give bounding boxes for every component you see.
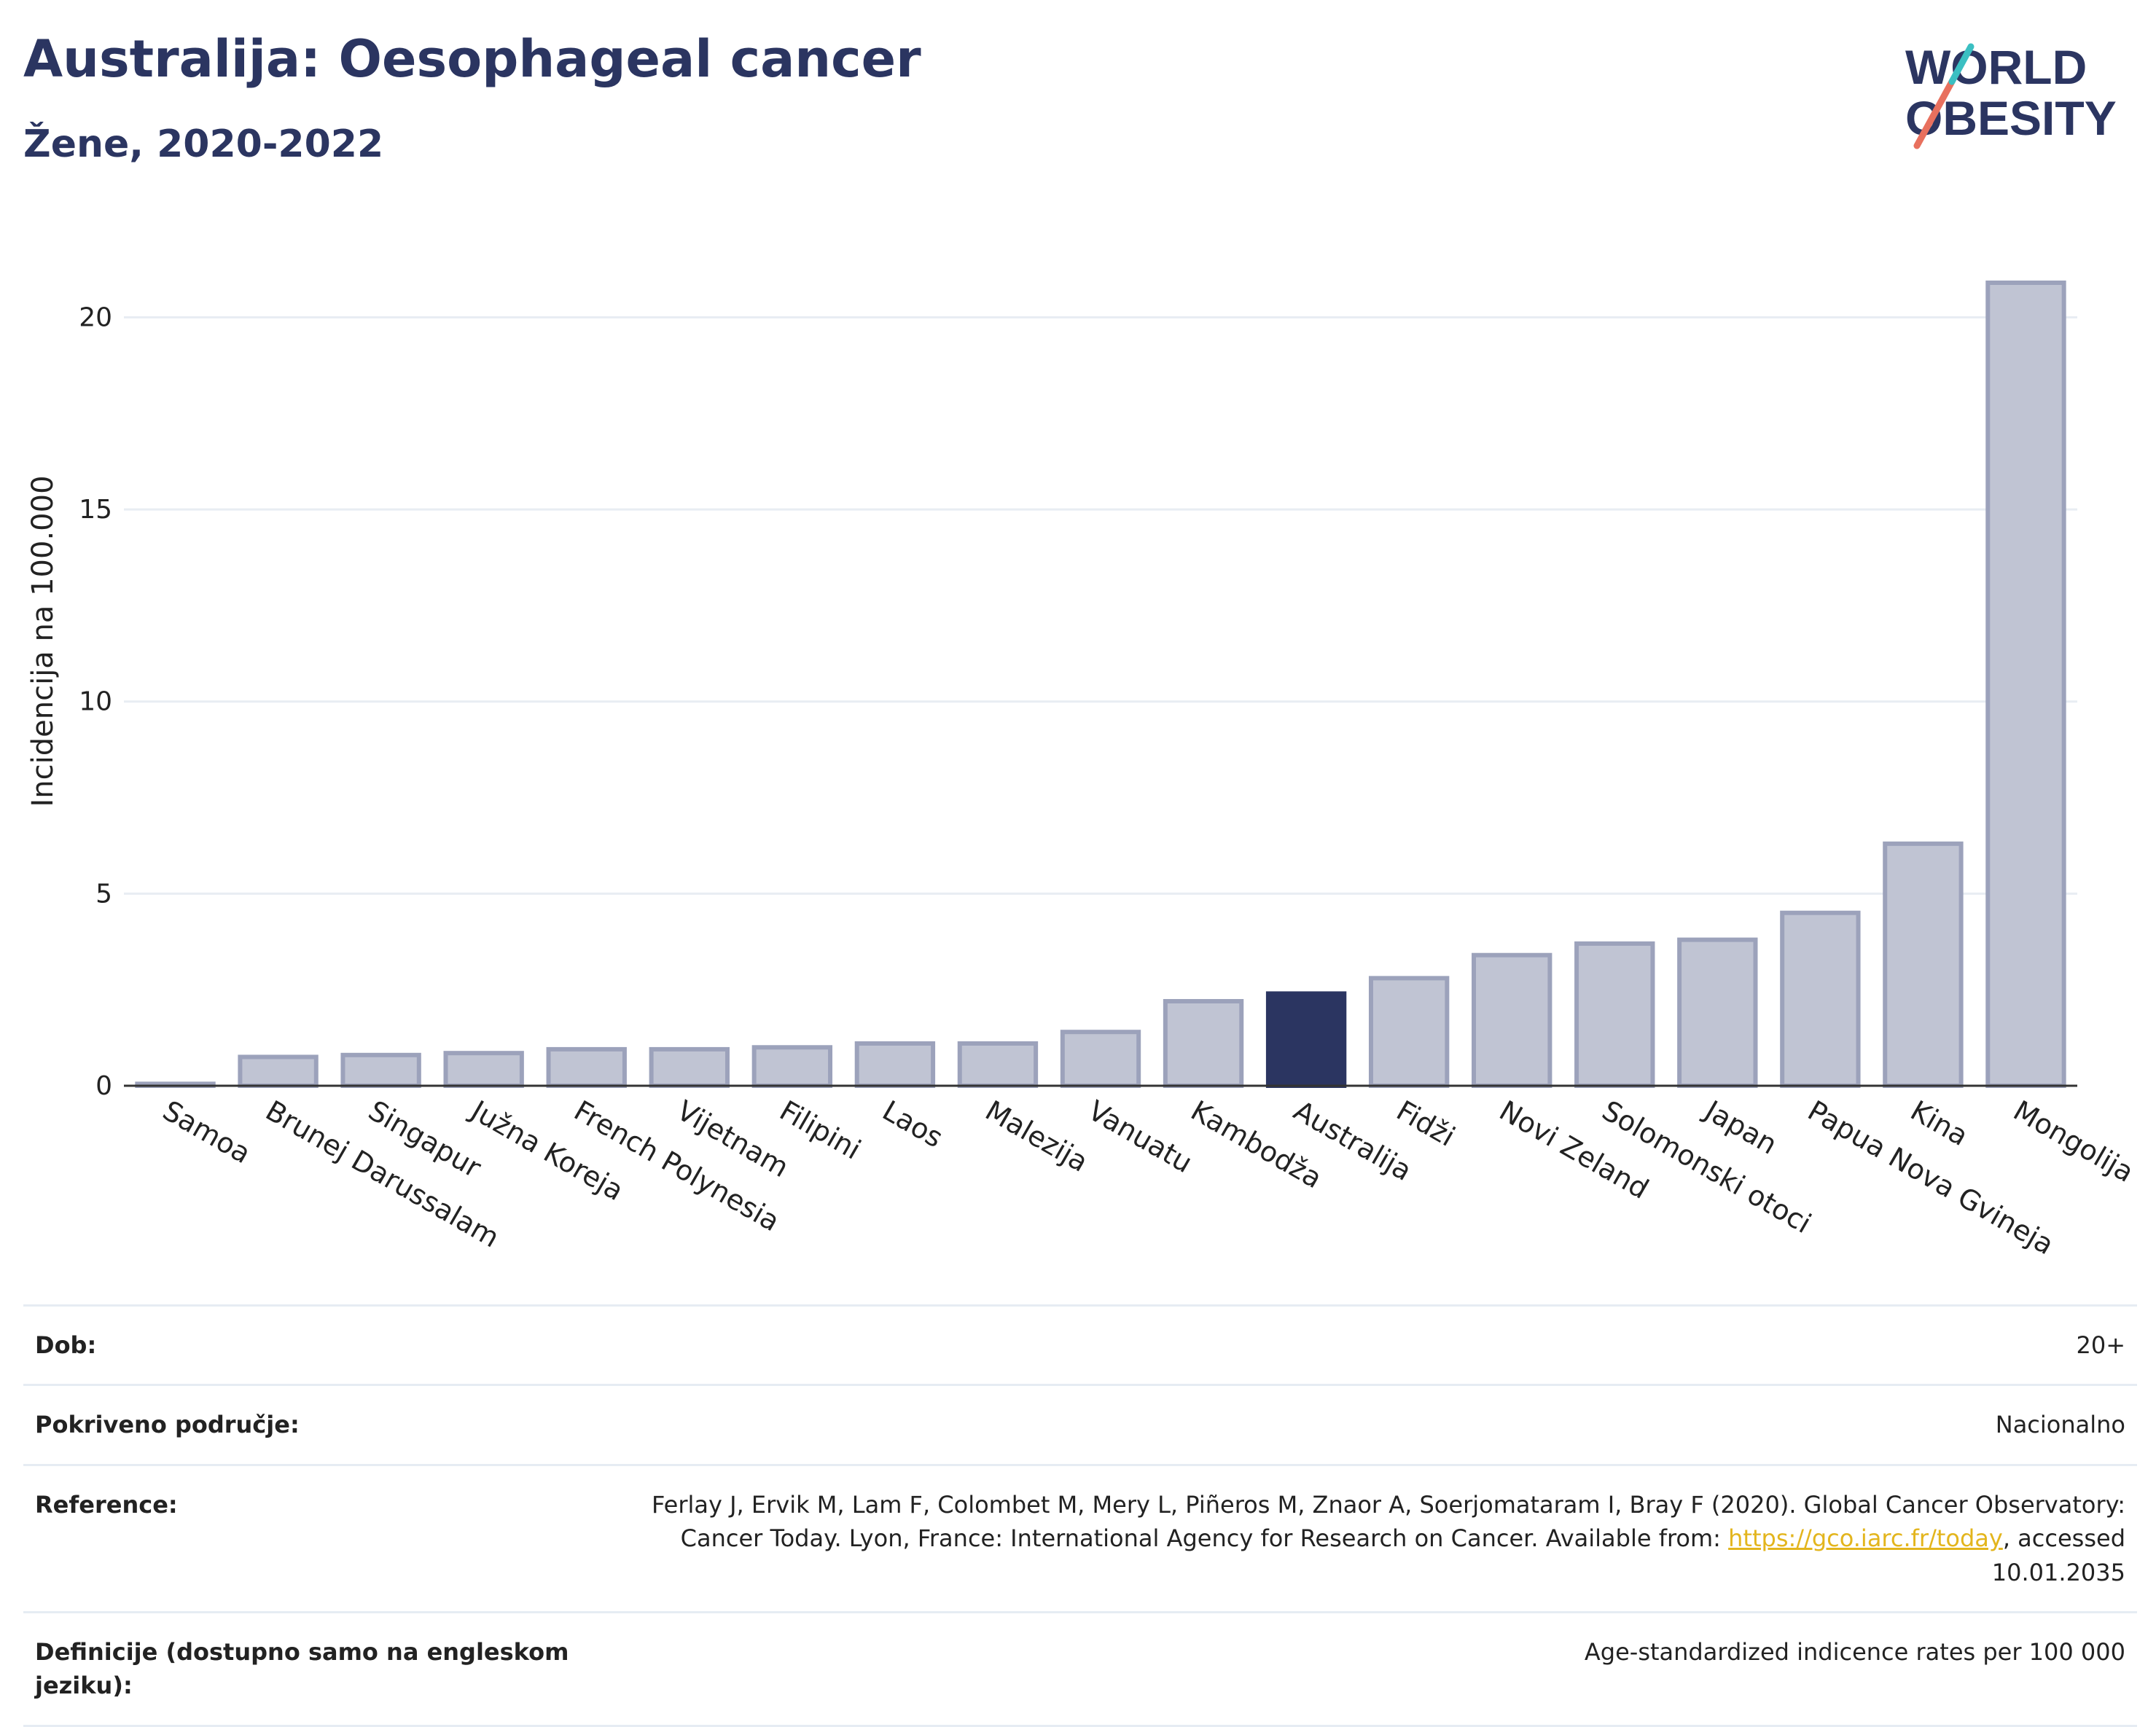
info-row-definition: Definicije (dostupno samo na engleskom j… — [23, 1610, 2137, 1727]
bar — [1265, 991, 1347, 1089]
x-tick-label: Samoa — [157, 1094, 256, 1170]
bar — [957, 1041, 1039, 1088]
bar — [1985, 281, 2066, 1088]
y-tick-label: 20 — [79, 302, 112, 332]
bar — [1677, 937, 1758, 1088]
x-tick-label: Laos — [877, 1094, 948, 1154]
bar — [649, 1046, 730, 1088]
bar — [1060, 1030, 1141, 1088]
bar — [751, 1045, 833, 1088]
page-title: Australija: Oesophageal cancer — [23, 29, 921, 89]
y-tick-label: 5 — [95, 879, 112, 909]
world-obesity-logo: WORLD OBESITY — [1905, 40, 2117, 149]
info-row-age: Dob: 20+ — [23, 1304, 2137, 1384]
x-tick-label: Kina — [1905, 1094, 1974, 1153]
bar — [1163, 999, 1244, 1088]
bar — [1368, 976, 1450, 1089]
bar — [854, 1041, 936, 1088]
coverage-label: Pokriveno područje: — [35, 1411, 300, 1439]
bar — [238, 1054, 319, 1089]
y-axis-label: Incidencija na 100.000 — [26, 475, 60, 807]
bar — [1780, 910, 1861, 1089]
info-row-reference: Reference: Ferlay J, Ervik M, Lam F, Col… — [23, 1463, 2137, 1611]
bar — [1574, 941, 1655, 1088]
x-tick-label: Fidži — [1391, 1094, 1461, 1153]
bar — [1883, 841, 1964, 1089]
coverage-value: Nacionalno — [1995, 1411, 2125, 1439]
x-tick-label: Vanuatu — [1083, 1094, 1198, 1179]
age-label: Dob: — [35, 1331, 97, 1359]
info-row-coverage: Pokriveno područje: Nacionalno — [23, 1384, 2137, 1463]
reference-accessed: , accessed 10.01.2035 — [1991, 1524, 2125, 1586]
x-tick-label: Malezija — [980, 1094, 1093, 1178]
x-tick-label: Mongolija — [2008, 1094, 2139, 1188]
definition-value: Age-standardized indicence rates per 100… — [1584, 1637, 2125, 1666]
bar — [546, 1046, 627, 1088]
bar — [1472, 952, 1552, 1089]
bar — [443, 1051, 524, 1088]
reference-link[interactable]: https://gco.iarc.fr/today — [1728, 1524, 2003, 1553]
definition-label: Definicije (dostupno samo na engleskom j… — [35, 1637, 569, 1700]
y-tick-label: 15 — [79, 495, 112, 525]
reference-text: Ferlay J, Ervik M, Lam F, Colombet M, Me… — [652, 1490, 2125, 1553]
info-table: Dob: 20+ Pokriveno područje: Nacionalno … — [23, 1304, 2137, 1727]
page-subtitle: Žene, 2020-2022 — [23, 122, 384, 166]
reference-value: Ferlay J, Ervik M, Lam F, Colombet M, Me… — [595, 1488, 2125, 1589]
age-value: 20+ — [2076, 1331, 2125, 1359]
bar — [340, 1052, 421, 1089]
logo-line1: WORLD — [1905, 40, 2087, 94]
reference-label: Reference: — [35, 1490, 178, 1519]
y-tick-label: 10 — [79, 687, 112, 717]
y-tick-label: 0 — [95, 1071, 112, 1101]
